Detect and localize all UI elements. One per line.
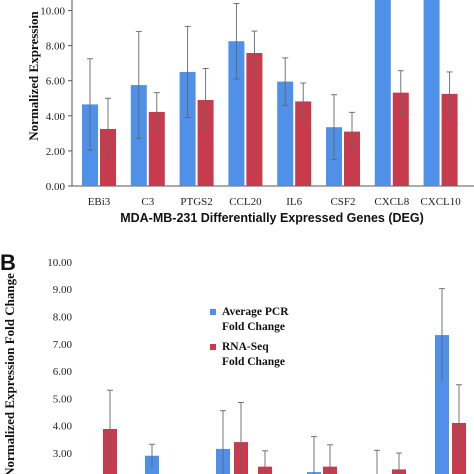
chart-a-y-tick-label: 4.00 <box>46 111 66 123</box>
chart-b-panel-label: B <box>0 250 16 275</box>
chart-b-y-axis-label: Normalized Expression Fold Change <box>2 273 17 474</box>
legend-pcr-line1: Average PCR <box>222 306 289 318</box>
chart-a-y-axis-label: Normalized Expression <box>26 11 41 141</box>
chart-a-bar <box>246 52 263 186</box>
legend-rnaseq-line1: RNA-Seq <box>222 341 269 353</box>
chart-a-y-tick-label: 0.00 <box>46 181 66 193</box>
chart-a-bar <box>148 111 165 186</box>
chart-a-x-tick-label: IL6 <box>286 196 302 208</box>
legend-pcr-line2: Fold Change <box>222 321 285 333</box>
chart-b-y-tick-label: 10.00 <box>47 257 72 269</box>
chart-b-y-tick-label: 5.00 <box>53 393 73 405</box>
chart-b-y-tick-label: 7.00 <box>53 339 73 351</box>
chart-a-x-axis-label: MDA-MB-231 Differentially Expressed Gene… <box>120 211 424 225</box>
chart-a-x-tick-label: CXCL10 <box>420 196 461 208</box>
chart-b-plot: 3.00 4.00 5.00 6.00 7.00 8.00 9.00 10.00 <box>47 257 466 474</box>
legend-rnaseq-line2: Fold Change <box>222 356 285 368</box>
chart-b-y-tick-label: 3.00 <box>53 448 73 460</box>
chart-a-bar <box>179 71 196 186</box>
chart-a-x-tick-label: CCL20 <box>229 196 262 208</box>
chart-a-y-tick-label: 6.00 <box>46 76 66 88</box>
chart-a-x-tick-label: EBi3 <box>88 196 111 208</box>
chart-a-x-tick-label: C3 <box>141 196 154 208</box>
legend-swatch-pcr <box>210 309 216 315</box>
chart-a-x-tick-label: PTGS2 <box>180 196 212 208</box>
chart-a-y-tick-label: 8.00 <box>46 41 66 53</box>
chart-a-bar <box>441 93 458 186</box>
chart-a-x-tick-label: CSF2 <box>330 196 355 208</box>
chart-a-plot: 0.00 2.00 4.00 6.00 8.00 10.00 EBi3 C3 PTGS2 CCL2… <box>40 0 474 208</box>
chart-a-y-tick-label: 2.00 <box>46 146 66 158</box>
chart-b-bar <box>435 335 449 474</box>
legend-swatch-rnaseq <box>210 344 216 350</box>
chart-a-y-tick-label: 10.00 <box>40 6 65 18</box>
chart-a-bar <box>392 92 409 186</box>
chart-a-bar <box>344 131 360 186</box>
chart-a-bar <box>228 41 245 187</box>
chart-a-bar <box>423 0 440 186</box>
chart-a-bar <box>374 0 391 186</box>
chart-b-y-tick-label: 9.00 <box>53 284 73 296</box>
chart-b-y-tick-label: 4.00 <box>53 421 73 433</box>
chart-a-bar <box>197 100 214 186</box>
chart-b-legend: Average PCR Fold Change RNA-Seq Fold Cha… <box>210 306 289 368</box>
chart-b-y-tick-label: 8.00 <box>53 312 73 324</box>
chart-a-bar <box>277 81 294 186</box>
chart-b-y-tick-label: 6.00 <box>53 366 73 378</box>
chart-a-x-tick-label: CXCL8 <box>374 196 409 208</box>
chart-a-bar <box>295 101 312 186</box>
